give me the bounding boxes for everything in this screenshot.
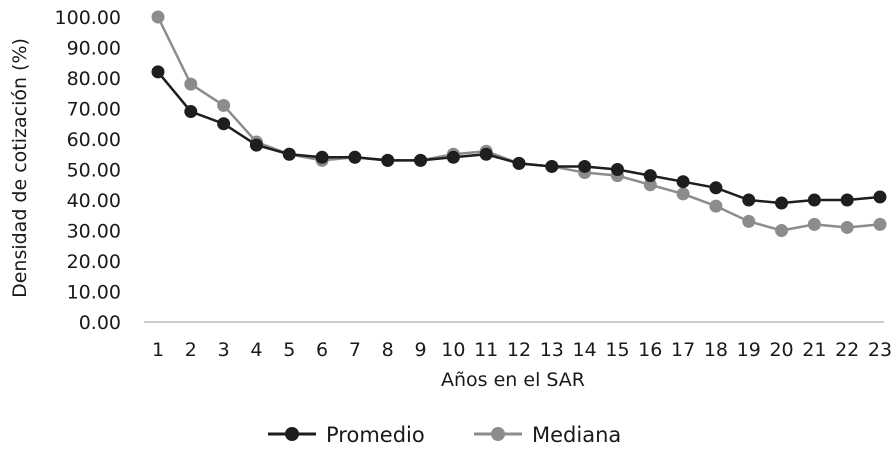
data-point	[217, 117, 231, 131]
data-point	[249, 138, 263, 152]
legend-item-mediana: Mediana	[474, 423, 621, 447]
x-tick-label: 7	[349, 339, 361, 361]
data-point	[643, 169, 657, 183]
y-axis-title-group: Densidad de cotización (%)	[9, 38, 31, 298]
series-line	[157, 71, 881, 205]
y-tick-label: 10.00	[67, 282, 121, 304]
y-axis-title: Densidad de cotización (%)	[9, 38, 31, 298]
data-point	[545, 159, 559, 173]
x-tick-label: 18	[704, 339, 728, 361]
data-point	[184, 77, 198, 91]
x-tick-label: 21	[802, 339, 826, 361]
data-point	[807, 217, 821, 231]
x-tick-label: 3	[218, 339, 230, 361]
data-point	[643, 178, 657, 192]
data-point	[578, 159, 592, 173]
x-tick-label: 1	[152, 339, 164, 361]
y-tick-label: 100.00	[55, 7, 121, 29]
y-tick-label: 40.00	[67, 190, 121, 212]
x-tick-label: 23	[868, 339, 892, 361]
x-tick-label: 6	[316, 339, 328, 361]
x-tick-label: 17	[671, 339, 695, 361]
data-point	[742, 193, 756, 207]
legend: Promedio Mediana	[268, 423, 621, 447]
data-point	[709, 199, 723, 213]
x-tick-label: 14	[573, 339, 597, 361]
data-point	[479, 147, 493, 161]
legend-swatch-marker	[491, 427, 505, 441]
data-point	[676, 187, 690, 201]
y-tick-label: 60.00	[67, 129, 121, 151]
data-point	[381, 153, 395, 167]
legend-label: Mediana	[532, 423, 621, 447]
y-tick-label: 70.00	[67, 99, 121, 121]
data-point	[742, 214, 756, 228]
data-point	[873, 217, 887, 231]
y-tick-label: 0.00	[79, 312, 121, 334]
x-tick-label: 10	[441, 339, 465, 361]
data-point	[184, 105, 198, 119]
x-tick-label: 15	[605, 339, 629, 361]
x-tick-label: 11	[474, 339, 498, 361]
legend-label: Promedio	[326, 423, 425, 447]
data-point	[775, 196, 789, 210]
data-point	[807, 193, 821, 207]
legend-swatch-marker	[285, 427, 299, 441]
x-tick-label: 22	[835, 339, 859, 361]
y-tick-label: 90.00	[67, 38, 121, 60]
data-point	[282, 147, 296, 161]
data-point	[315, 150, 329, 164]
data-point	[873, 190, 887, 204]
data-point	[414, 153, 428, 167]
data-point	[840, 193, 854, 207]
x-tick-label: 13	[540, 339, 564, 361]
y-tick-label: 30.00	[67, 221, 121, 243]
x-tick-label: 12	[507, 339, 531, 361]
x-tick-label: 2	[185, 339, 197, 361]
x-tick-label: 4	[250, 339, 262, 361]
series-promedio	[151, 65, 887, 210]
y-tick-label: 50.00	[67, 160, 121, 182]
data-point	[775, 224, 789, 237]
x-axis-title: Años en el SAR	[441, 369, 585, 391]
x-tick-label: 16	[638, 339, 662, 361]
data-point	[512, 156, 526, 170]
legend-item-promedio: Promedio	[268, 423, 425, 447]
y-tick-label: 20.00	[67, 251, 121, 273]
data-point	[151, 65, 165, 79]
x-tick-label: 5	[283, 339, 295, 361]
y-tick-labels: 0.00 10.00 20.00 30.00 40.00 50.00 60.00 70.00 8…	[55, 7, 121, 334]
x-tick-label: 9	[414, 339, 426, 361]
series-layer	[151, 10, 887, 237]
x-tick-labels: 1 2 3 4 5 6 7 8 9 10 11 12 13 14 15 16 17 18 19 20 21 22 23	[152, 339, 892, 361]
data-point	[676, 175, 690, 189]
data-point	[446, 150, 460, 164]
data-point	[217, 98, 231, 112]
data-point	[709, 181, 723, 195]
x-tick-label: 20	[769, 339, 793, 361]
data-point	[151, 10, 165, 24]
series-line	[156, 16, 881, 232]
x-tick-label: 19	[737, 339, 761, 361]
data-point	[840, 220, 854, 234]
x-tick-label: 8	[382, 339, 394, 361]
data-point	[348, 150, 362, 164]
y-tick-label: 80.00	[67, 68, 121, 90]
data-point	[610, 163, 624, 176]
